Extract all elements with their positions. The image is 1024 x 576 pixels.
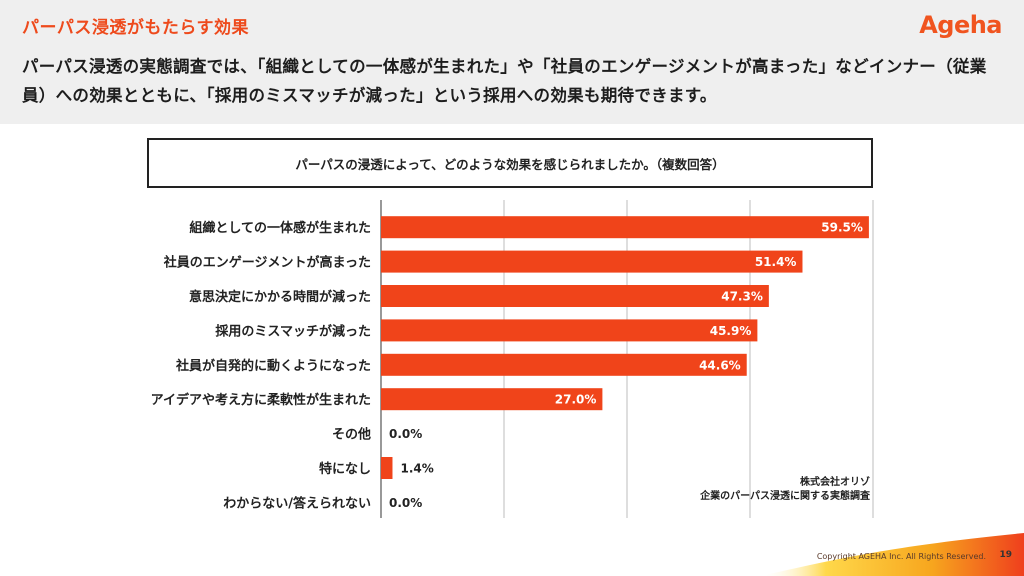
data-label: 51.4% (755, 255, 797, 269)
data-label: 47.3% (721, 290, 763, 304)
data-label: 0.0% (389, 427, 422, 441)
category-label: 意思決定にかかる時間が減った (189, 289, 371, 305)
category-label: その他 (332, 427, 371, 443)
source-note: 株式会社オリゾ 企業のパーパス浸透に関する実態調査 (700, 476, 870, 504)
bar-chart: 組織としての一体感が生まれた 59.5% 社員のエンゲージメントが高まった 51.4%… (151, 200, 874, 518)
slide-title: パーパス浸透がもたらす効果 (22, 18, 249, 38)
bar (381, 319, 758, 342)
ageha-logo: Ageha (919, 11, 1002, 39)
bar (381, 216, 869, 239)
header-band: パーパス浸透がもたらす効果 Ageha パーパス浸透の実態調査では、「組織として… (0, 0, 1024, 124)
lead-text: パーパス浸透の実態調査では、「組織としての一体感が生まれた」や「社員のエンゲージ… (22, 57, 987, 105)
data-label: 45.9% (710, 324, 752, 338)
category-label: 組織としての一体感が生まれた (189, 220, 371, 236)
bar (381, 388, 603, 411)
data-label: 27.0% (555, 393, 597, 407)
data-label: 1.4% (400, 462, 433, 476)
category-label: アイデアや考え方に柔軟性が生まれた (151, 392, 371, 408)
category-label: わからない/答えられない (223, 495, 371, 511)
bar (381, 250, 803, 273)
category-label: 特になし (319, 461, 371, 477)
source-company: 株式会社オリゾ (800, 477, 870, 488)
data-label: 0.0% (389, 496, 422, 510)
bar (381, 353, 747, 376)
category-label: 社員が自発的に動くようになった (175, 358, 371, 374)
bar (381, 457, 393, 479)
source-survey: 企業のパーパス浸透に関する実態調査 (700, 491, 870, 502)
survey-question: パーパスの浸透によって、どのような効果を感じられましたか。（複数回答） (147, 138, 873, 188)
data-label: 59.5% (821, 221, 863, 235)
data-label: 44.6% (699, 358, 741, 372)
category-label: 社員のエンゲージメントが高まった (163, 255, 371, 271)
category-label: 採用のミスマッチが減った (215, 323, 371, 339)
footer-gradient-decoration (760, 533, 1024, 576)
copyright-text: Copyright AGEHA Inc. All Rights Reserved… (816, 552, 986, 561)
page-number: 19 (999, 550, 1012, 560)
bar (381, 285, 769, 307)
